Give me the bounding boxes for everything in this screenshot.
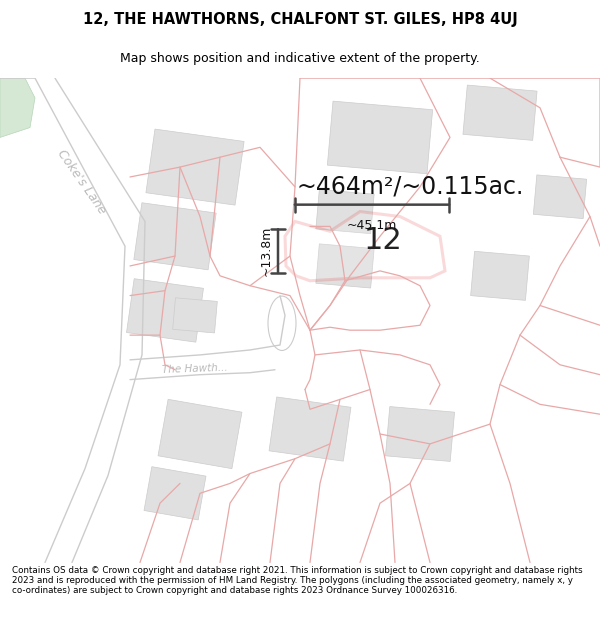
- Text: ~13.8m: ~13.8m: [260, 226, 273, 276]
- Ellipse shape: [268, 296, 296, 351]
- Text: Contains OS data © Crown copyright and database right 2021. This information is : Contains OS data © Crown copyright and d…: [12, 566, 583, 596]
- Text: Map shows position and indicative extent of the property.: Map shows position and indicative extent…: [120, 52, 480, 65]
- Polygon shape: [134, 202, 216, 270]
- Text: The Hawth...: The Hawth...: [162, 362, 228, 375]
- Polygon shape: [127, 279, 203, 342]
- Polygon shape: [0, 78, 35, 138]
- Polygon shape: [173, 298, 217, 333]
- Polygon shape: [146, 129, 244, 205]
- Polygon shape: [158, 399, 242, 469]
- Text: ~45.1m: ~45.1m: [347, 219, 397, 232]
- Text: Coke's Lane: Coke's Lane: [55, 148, 109, 217]
- Polygon shape: [470, 251, 529, 301]
- Polygon shape: [316, 189, 374, 234]
- Polygon shape: [285, 212, 445, 281]
- Polygon shape: [144, 467, 206, 520]
- Polygon shape: [269, 397, 351, 461]
- Polygon shape: [316, 244, 374, 288]
- Polygon shape: [463, 85, 537, 141]
- Polygon shape: [385, 407, 455, 461]
- Polygon shape: [328, 101, 433, 174]
- Text: 12, THE HAWTHORNS, CHALFONT ST. GILES, HP8 4UJ: 12, THE HAWTHORNS, CHALFONT ST. GILES, H…: [83, 12, 517, 27]
- Polygon shape: [533, 175, 587, 219]
- Text: 12: 12: [364, 226, 403, 255]
- Text: ~464m²/~0.115ac.: ~464m²/~0.115ac.: [296, 175, 524, 199]
